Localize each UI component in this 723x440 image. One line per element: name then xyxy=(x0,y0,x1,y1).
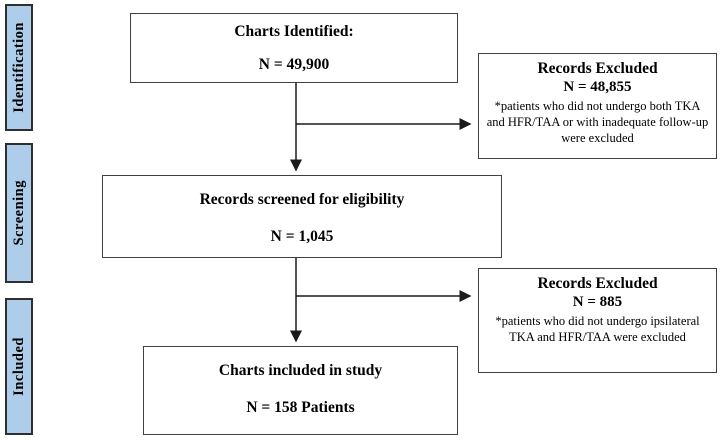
records-excluded-1-note: *patients who did not undergo both TKA a… xyxy=(486,99,709,145)
stage-screening: Screening xyxy=(5,143,33,283)
box-records-excluded-1: Records Excluded N = 48,855 *patients wh… xyxy=(478,53,717,159)
charts-included-count: N = 158 Patients xyxy=(246,399,355,416)
charts-identified-title: Charts Identified: xyxy=(234,23,354,40)
stage-identification-label: Identification xyxy=(10,22,27,113)
records-excluded-1-title: Records Excluded xyxy=(537,60,658,77)
box-records-excluded-2: Records Excluded N = 885 *patients who d… xyxy=(478,268,717,373)
records-screened-count: N = 1,045 xyxy=(270,228,334,245)
charts-identified-count: N = 49,900 xyxy=(258,56,330,73)
charts-included-title: Charts included in study xyxy=(218,362,383,379)
stage-included-label: Included xyxy=(10,337,27,396)
records-excluded-2-count: N = 885 xyxy=(572,294,623,310)
stage-screening-label: Screening xyxy=(10,180,27,246)
stage-included: Included xyxy=(5,298,33,435)
records-excluded-1-count: N = 48,855 xyxy=(563,79,632,95)
stage-identification: Identification xyxy=(5,4,33,131)
box-charts-included: Charts included in study N = 158 Patient… xyxy=(143,346,458,435)
records-excluded-2-note: *patients who did not undergo ipsilatera… xyxy=(495,314,700,344)
box-records-screened: Records screened for eligibility N = 1,0… xyxy=(102,175,502,258)
box-charts-identified: Charts Identified: N = 49,900 xyxy=(130,13,458,83)
records-screened-title: Records screened for eligibility xyxy=(199,191,405,208)
records-excluded-2-title: Records Excluded xyxy=(537,275,658,292)
